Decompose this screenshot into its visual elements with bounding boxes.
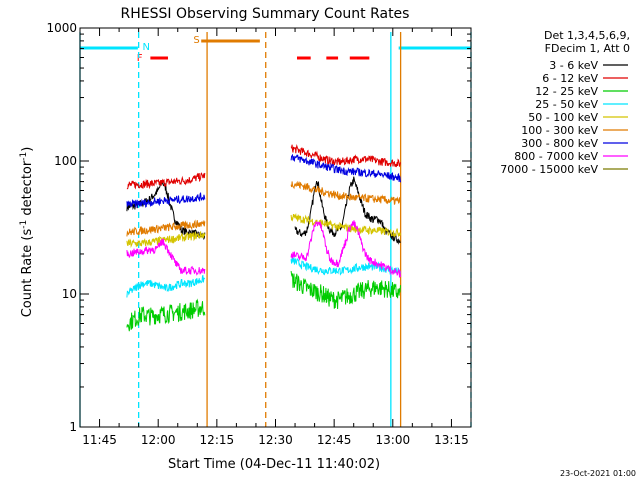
- x-tick-label: 13:15: [434, 433, 469, 447]
- series-line: [290, 220, 401, 278]
- legend-entry-label: 6 - 12 keV: [542, 72, 598, 85]
- y-tick-label: 100: [54, 154, 77, 168]
- series-line: [290, 153, 401, 183]
- flare-flag-label: F: [137, 53, 143, 64]
- series-line: [290, 180, 401, 206]
- x-tick-label: 12:15: [200, 433, 235, 447]
- legend-entry-label: 800 - 7000 keV: [514, 150, 598, 163]
- x-tick-label: 12:45: [317, 433, 352, 447]
- series-line: [294, 176, 401, 245]
- y-tick-label: 10: [62, 287, 77, 301]
- data-series: [126, 143, 401, 332]
- series-line: [290, 213, 401, 238]
- x-tick-label: 12:00: [141, 433, 176, 447]
- legend-entry-label: 100 - 300 keV: [521, 124, 598, 137]
- series-line: [290, 271, 401, 310]
- x-tick-label: 13:00: [376, 433, 411, 447]
- legend-entry-label: 3 - 6 keV: [549, 59, 598, 72]
- legend-entry-label: 25 - 50 keV: [535, 98, 598, 111]
- y-tick-label: 1000: [46, 21, 77, 35]
- flag-bars: NF S: [80, 35, 471, 64]
- legend-entry-label: 7000 - 15000 keV: [500, 163, 598, 176]
- x-axis: 11:45 12:00 12:15 12:30 12:45 13:00 13:15: [79, 28, 472, 447]
- series-line: [126, 172, 206, 190]
- series-line: [126, 274, 206, 298]
- legend-header: FDecim 1, Att 0: [545, 42, 630, 55]
- timestamp: 23-Oct-2021 01:00: [560, 469, 636, 478]
- legend-entry-label: 300 - 800 keV: [521, 137, 598, 150]
- y-axis-label: Count Rate (s-1 detector-1): [19, 147, 35, 318]
- saa-flag-label: S: [193, 35, 199, 46]
- series-line: [126, 238, 206, 276]
- night-flag-label: N: [143, 42, 150, 53]
- legend-entry-label: 12 - 25 keV: [535, 85, 598, 98]
- y-tick-label: 1: [69, 420, 77, 434]
- x-tick-label: 12:30: [258, 433, 293, 447]
- legend: Det 1,3,4,5,6,9,FDecim 1, Att 0 3 - 6 keV…: [500, 29, 630, 176]
- legend-entry-label: 50 - 100 keV: [528, 111, 598, 124]
- series-line: [126, 191, 206, 208]
- chart-title: RHESSI Observing Summary Count Rates: [121, 6, 410, 22]
- x-axis-label: Start Time (04-Dec-11 11:40:02): [168, 457, 380, 472]
- legend-header: Det 1,3,4,5,6,9,: [544, 29, 630, 42]
- series-line: [126, 231, 206, 248]
- series-line: [290, 143, 401, 168]
- y-axis: 1 10 100 1000: [46, 21, 471, 434]
- series-line: [126, 298, 206, 332]
- series-line: [126, 219, 206, 237]
- x-tick-label: 11:45: [82, 433, 117, 447]
